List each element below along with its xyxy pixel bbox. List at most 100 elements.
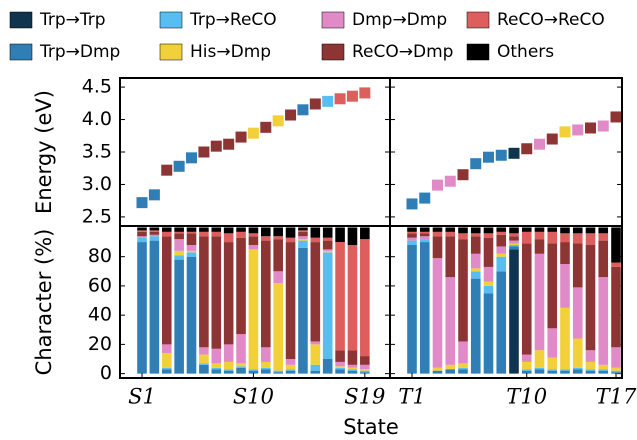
- bar-segment: [322, 359, 333, 374]
- bar-segment: [273, 227, 283, 237]
- bar-segment: [560, 264, 570, 308]
- bar-segment: [483, 281, 494, 286]
- bar-segment: [174, 231, 184, 234]
- bar-segment: [585, 350, 596, 362]
- bar-segment: [236, 334, 246, 364]
- bar-segment: [598, 227, 609, 234]
- energy-marker: [521, 143, 533, 155]
- bar-segment: [186, 245, 197, 251]
- bar-segment: [161, 231, 172, 237]
- bar-segment: [335, 350, 345, 362]
- legend-label: His→Dmp: [190, 42, 271, 62]
- bar-segment: [483, 227, 494, 234]
- bar-segment: [236, 237, 246, 335]
- bar-segment: [432, 236, 443, 259]
- bar-segment: [598, 240, 609, 278]
- bar-segment: [585, 227, 596, 234]
- bar-segment: [521, 243, 532, 355]
- bar-segment: [298, 227, 308, 231]
- bar-segment: [211, 363, 222, 368]
- bar-segment: [174, 239, 184, 251]
- bar-segment: [137, 227, 147, 231]
- legend-label: Others: [497, 42, 554, 62]
- bar-segment: [322, 252, 333, 359]
- bar-segment: [560, 370, 570, 374]
- bar-segment: [161, 353, 172, 368]
- bar-segment: [310, 344, 321, 365]
- energy-marker: [223, 138, 235, 150]
- bar-segment: [261, 369, 271, 374]
- bar-segment: [432, 367, 443, 371]
- bar-segment: [211, 369, 222, 374]
- bar-segment: [298, 231, 308, 237]
- energy-marker: [610, 111, 622, 123]
- bar-segment: [322, 227, 333, 238]
- energy-marker: [247, 127, 259, 139]
- bar-segment: [458, 341, 468, 364]
- bar-segment: [248, 370, 259, 374]
- bar-segment: [598, 277, 609, 365]
- bar-segment: [211, 227, 222, 232]
- bar-segment: [248, 369, 259, 371]
- bar-segment: [261, 361, 271, 368]
- bar-segment: [419, 236, 430, 240]
- bar-segment: [223, 344, 234, 362]
- bar-segment: [248, 227, 259, 234]
- bar-segment: [572, 287, 583, 339]
- bar-segment: [335, 367, 345, 370]
- bar-segment: [534, 231, 545, 240]
- bar-segment: [534, 253, 545, 351]
- energy-marker: [161, 164, 173, 176]
- bar-segment: [199, 363, 209, 365]
- bar-segment: [598, 370, 609, 374]
- y-tick-label: 3.5: [82, 141, 112, 163]
- bar-segment: [285, 237, 296, 243]
- energy-marker: [457, 169, 469, 181]
- bar-segment: [273, 239, 283, 272]
- bar-segment: [149, 227, 160, 231]
- bar-segment: [496, 256, 507, 272]
- x-tick-label: T10: [506, 385, 547, 409]
- bar-segment: [261, 227, 271, 237]
- bar-segment: [572, 233, 583, 244]
- y-tick-label: 20: [88, 333, 112, 355]
- bar-segment: [521, 354, 532, 362]
- legend-label: Trp→Trp: [39, 10, 106, 30]
- energy-marker: [572, 124, 584, 136]
- bar-segment: [496, 253, 507, 257]
- energy-marker: [432, 179, 443, 191]
- bar-segment: [211, 367, 222, 370]
- energy-marker: [470, 158, 482, 170]
- bar-segment: [509, 236, 519, 241]
- y-tick-label: 4.0: [82, 108, 112, 130]
- bar-segment: [598, 364, 609, 370]
- bar-segment: [248, 245, 259, 250]
- bar-segment: [347, 364, 358, 368]
- energy-marker: [346, 90, 358, 102]
- bar-segment: [285, 369, 296, 371]
- bar-segment: [521, 227, 532, 232]
- legend-label: ReCO→ReCO: [497, 10, 605, 30]
- x-tick-label: S10: [233, 385, 274, 409]
- bar-segment: [470, 268, 481, 272]
- legend-swatch: [159, 11, 183, 29]
- bar-segment: [470, 253, 481, 269]
- bar-segment: [407, 237, 417, 241]
- bar-segment: [298, 239, 308, 241]
- bar-segment: [298, 247, 308, 374]
- y-axis-label: Energy (eV): [32, 90, 56, 214]
- bar-segment: [310, 364, 321, 371]
- bar-segment: [360, 356, 370, 365]
- bar-segment: [445, 231, 456, 237]
- energy-marker: [559, 126, 571, 138]
- energy-marker: [210, 140, 222, 152]
- legend-swatch: [466, 11, 490, 29]
- legend-swatch: [9, 43, 33, 61]
- bar-segment: [161, 227, 172, 232]
- bar-segment: [585, 233, 596, 245]
- bar-segment: [483, 285, 494, 294]
- bar-segment: [432, 258, 443, 368]
- bar-segment: [174, 233, 184, 240]
- bar-segment: [285, 364, 296, 370]
- bar-segment: [407, 233, 417, 238]
